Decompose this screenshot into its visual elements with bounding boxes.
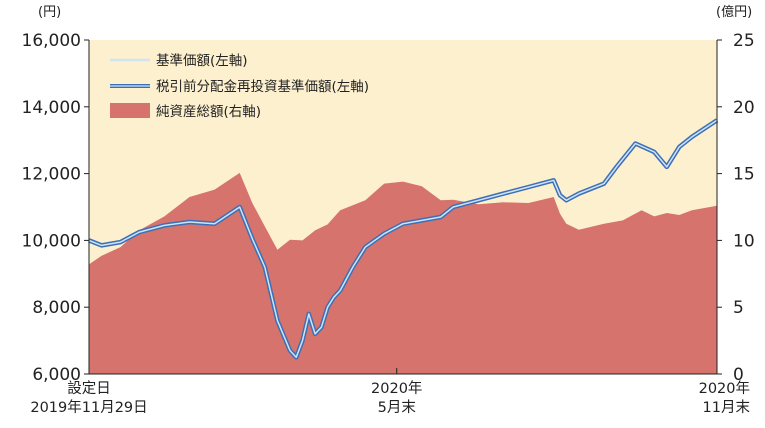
legend-net-assets-label: 純資産総額(右軸) <box>156 104 261 120</box>
price-lines-layer <box>88 118 719 360</box>
x-tick-label: 5月末 <box>378 399 417 416</box>
left-tick-label: 12,000 <box>22 165 81 185</box>
legend-reinvested-label: 税引前分配金再投資基準価額(左軸) <box>156 78 369 95</box>
legend-net-assets-swatch <box>110 103 150 118</box>
nav-line <box>88 119 718 359</box>
left-axis-unit: (円) <box>38 5 61 20</box>
left-tick-label: 14,000 <box>22 98 81 118</box>
legend-nav-label: 基準価額(左軸) <box>156 52 248 69</box>
right-tick-label: 5 <box>733 298 744 318</box>
left-tick-label: 16,000 <box>22 31 81 51</box>
right-tick-label: 10 <box>733 231 755 251</box>
right-tick-label: 20 <box>733 98 755 118</box>
right-tick-label: 25 <box>733 31 755 51</box>
x-tick-label: 設定日 <box>67 380 111 397</box>
axes: 6,000 8,000 10,000 12,000 14,000 16,000 0 5 10 15… <box>22 31 755 416</box>
right-axis-unit: (億円) <box>716 4 752 20</box>
right-tick-label: 15 <box>733 165 755 185</box>
x-tick-label: 11月末 <box>703 399 751 416</box>
x-tick-label: 2020年 <box>699 380 750 397</box>
x-tick-label: 2020年 <box>371 380 422 397</box>
left-tick-label: 8,000 <box>32 298 81 318</box>
left-tick-label: 6,000 <box>32 365 81 385</box>
legend: 基準価額(左軸) 税引前分配金再投資基準価額(左軸) 純資産総額(右軸) <box>100 46 412 124</box>
x-tick-label: 2019年11月29日 <box>30 399 147 416</box>
right-tick-label: 0 <box>733 365 744 385</box>
left-tick-label: 10,000 <box>22 231 81 251</box>
